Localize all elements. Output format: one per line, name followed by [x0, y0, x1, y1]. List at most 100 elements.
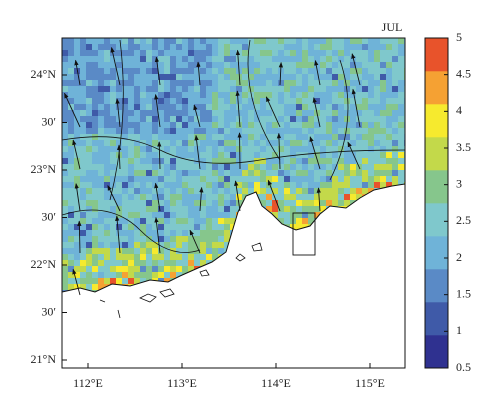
- field-cell: [128, 116, 134, 122]
- field-cell: [128, 230, 134, 236]
- field-cell: [368, 182, 374, 188]
- field-cell: [314, 146, 320, 152]
- field-cell: [86, 98, 92, 104]
- colorbar-band: [425, 104, 448, 138]
- field-cell: [98, 74, 104, 80]
- field-cell: [164, 98, 170, 104]
- field-cell: [80, 104, 86, 110]
- field-cell: [116, 56, 122, 62]
- field-cell: [386, 92, 392, 98]
- field-cell: [68, 158, 74, 164]
- field-cell: [116, 248, 122, 254]
- field-cell: [188, 104, 194, 110]
- field-cell: [236, 38, 242, 44]
- field-cell: [68, 134, 74, 140]
- field-cell: [128, 266, 134, 272]
- colorbar-band: [425, 137, 448, 171]
- field-cell: [170, 50, 176, 56]
- field-cell: [188, 206, 194, 212]
- field-cell: [380, 86, 386, 92]
- field-cell: [314, 194, 320, 200]
- field-cell: [296, 62, 302, 68]
- field-cell: [98, 212, 104, 218]
- field-cell: [134, 122, 140, 128]
- field-cell: [362, 68, 368, 74]
- field-cell: [170, 56, 176, 62]
- field-cell: [338, 104, 344, 110]
- field-cell: [188, 194, 194, 200]
- field-cell: [272, 134, 278, 140]
- field-cell: [146, 254, 152, 260]
- field-cell: [128, 278, 134, 284]
- field-cell: [110, 170, 116, 176]
- field-cell: [308, 92, 314, 98]
- field-cell: [152, 212, 158, 218]
- field-cell: [80, 50, 86, 56]
- field-cell: [86, 80, 92, 86]
- field-cell: [248, 182, 254, 188]
- wind-arrow: [316, 187, 321, 212]
- field-cell: [224, 146, 230, 152]
- field-cell: [122, 116, 128, 122]
- field-cell: [68, 218, 74, 224]
- field-cell: [128, 158, 134, 164]
- field-cell: [362, 80, 368, 86]
- field-cell: [314, 206, 320, 212]
- field-cell: [266, 62, 272, 68]
- field-cell: [308, 122, 314, 128]
- field-cell: [308, 104, 314, 110]
- field-cell: [224, 224, 230, 230]
- field-cell: [290, 56, 296, 62]
- field-cell: [92, 242, 98, 248]
- field-cell: [320, 80, 326, 86]
- field-cell: [188, 266, 194, 272]
- field-cell: [272, 92, 278, 98]
- field-cell: [62, 122, 68, 128]
- field-cell: [242, 74, 248, 80]
- field-cell: [200, 146, 206, 152]
- field-cell: [254, 176, 260, 182]
- field-cell: [140, 116, 146, 122]
- field-cell: [80, 260, 86, 266]
- field-cell: [332, 68, 338, 74]
- field-cell: [86, 224, 92, 230]
- field-cell: [362, 92, 368, 98]
- field-cell: [110, 80, 116, 86]
- field-cell: [200, 38, 206, 44]
- field-cell: [284, 170, 290, 176]
- field-cell: [146, 230, 152, 236]
- field-cell: [296, 140, 302, 146]
- field-cell: [218, 38, 224, 44]
- field-cell: [200, 242, 206, 248]
- field-cell: [188, 242, 194, 248]
- field-cell: [110, 86, 116, 92]
- field-cell: [242, 104, 248, 110]
- field-cell: [98, 104, 104, 110]
- field-cell: [344, 128, 350, 134]
- field-cell: [350, 116, 356, 122]
- field-cell: [170, 218, 176, 224]
- field-cell: [92, 104, 98, 110]
- field-cell: [290, 134, 296, 140]
- field-cell: [128, 140, 134, 146]
- field-cell: [140, 68, 146, 74]
- field-cell: [278, 128, 284, 134]
- field-cell: [368, 158, 374, 164]
- field-cell: [92, 74, 98, 80]
- field-cell: [338, 92, 344, 98]
- field-cell: [86, 272, 92, 278]
- field-cell: [320, 194, 326, 200]
- field-cell: [62, 254, 68, 260]
- field-cell: [140, 236, 146, 242]
- field-cell: [296, 122, 302, 128]
- field-cell: [140, 224, 146, 230]
- field-cell: [104, 92, 110, 98]
- field-cell: [326, 56, 332, 62]
- field-cell: [182, 212, 188, 218]
- field-cell: [254, 98, 260, 104]
- field-cell: [248, 74, 254, 80]
- field-cell: [284, 152, 290, 158]
- field-cell: [290, 146, 296, 152]
- field-cell: [80, 248, 86, 254]
- field-cell: [194, 80, 200, 86]
